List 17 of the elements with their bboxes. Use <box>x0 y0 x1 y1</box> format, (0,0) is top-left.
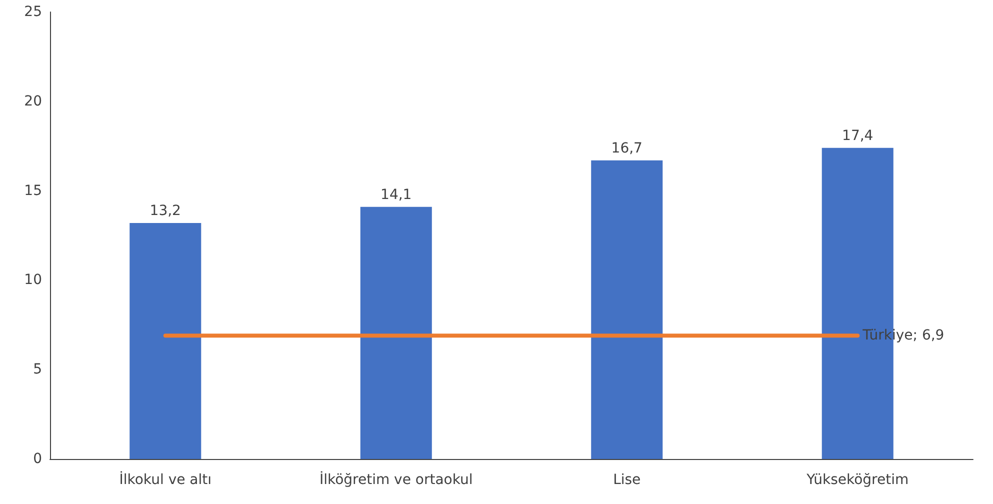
data-label: 13,2 <box>150 202 181 219</box>
bar <box>591 160 663 459</box>
data-label: 16,7 <box>611 140 642 156</box>
y-tick-label: 20 <box>24 93 42 110</box>
bar <box>130 222 202 459</box>
x-tick-label: Yükseköğretim <box>806 472 909 488</box>
bar <box>360 206 432 459</box>
data-label: 17,4 <box>842 128 874 144</box>
y-tick-label: 5 <box>33 362 42 378</box>
x-tick-label: Lise <box>613 472 641 488</box>
y-tick-label: 25 <box>24 4 42 20</box>
x-tick-label: İlkokul ve altı <box>119 471 212 488</box>
y-tick-label: 15 <box>24 182 42 199</box>
x-tick-label: İlköğretim ve ortaokul <box>319 471 473 488</box>
data-label: 14,1 <box>380 186 412 203</box>
y-tick-label: 0 <box>33 451 42 467</box>
y-tick-label: 10 <box>24 272 42 288</box>
